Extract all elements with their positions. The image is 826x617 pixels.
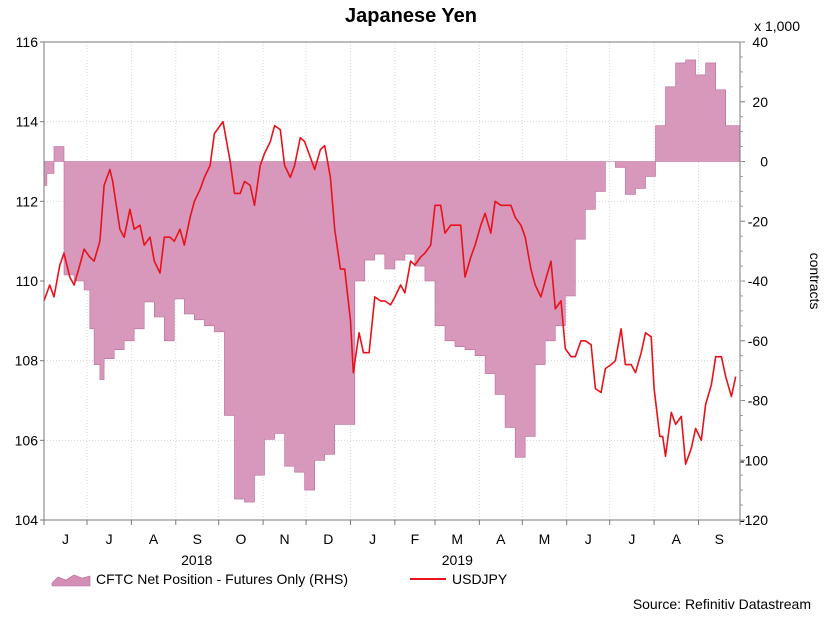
right-tick-label: -120 (740, 512, 768, 528)
right-axis-label: contracts (807, 253, 823, 310)
right-tick-label: -40 (748, 273, 768, 289)
x-tick-label: O (235, 531, 246, 547)
chart-title: Japanese Yen (345, 5, 477, 27)
x-tick-label: S (715, 531, 724, 547)
x-tick-label: J (106, 531, 113, 547)
x-tick-label: J (369, 531, 376, 547)
cftc-net-position-area (43, 59, 741, 503)
source-note: Source: Refinitiv Datastream (633, 596, 811, 612)
legend-area-label: CFTC Net Position - Futures Only (RHS) (96, 571, 348, 587)
left-tick-label: 114 (16, 114, 39, 130)
legend-area-swatch (51, 574, 91, 587)
left-tick-label: 110 (16, 273, 39, 289)
right-axis-ticks: -120 -100 -80 -60 -40 -20 0 20 40 (740, 34, 768, 528)
right-tick-label: -80 (748, 393, 768, 409)
left-tick-label: 108 (15, 353, 39, 369)
legend: CFTC Net Position - Futures Only (RHS) U… (51, 571, 508, 587)
left-tick-label: 104 (15, 512, 39, 528)
x-tick-label: J (62, 531, 69, 547)
right-tick-label: 0 (760, 154, 768, 170)
right-tick-label: -100 (740, 452, 768, 468)
x-tick-label: J (628, 531, 635, 547)
usdjpy-line (43, 120, 737, 465)
right-tick-label: 20 (752, 94, 768, 110)
year-label: 2018 (181, 552, 212, 568)
x-tick-label: A (149, 531, 159, 547)
x-tick-label: M (539, 531, 551, 547)
left-axis-ticks: 104 106 108 110 112 114 116 (15, 34, 44, 528)
x-tick-label: F (411, 531, 420, 547)
year-label: 2019 (442, 552, 473, 568)
right-tick-label: -60 (748, 333, 768, 349)
right-tick-label: 40 (752, 34, 768, 50)
left-tick-label: 106 (15, 432, 39, 448)
x-tick-label: A (672, 531, 682, 547)
left-tick-label: 112 (16, 193, 39, 209)
year-labels: 2018 2019 (181, 552, 473, 568)
x-tick-label: D (323, 531, 333, 547)
x-tick-label: M (451, 531, 463, 547)
left-tick-label: 116 (16, 34, 39, 50)
x-tick-label: J (585, 531, 592, 547)
x-tick-label: A (496, 531, 506, 547)
right-axis-unit: x 1,000 (754, 18, 800, 34)
legend-line-label: USDJPY (452, 571, 508, 587)
x-tick-label: N (280, 531, 290, 547)
right-tick-label: -20 (748, 213, 768, 229)
x-tick-label: S (193, 531, 202, 547)
